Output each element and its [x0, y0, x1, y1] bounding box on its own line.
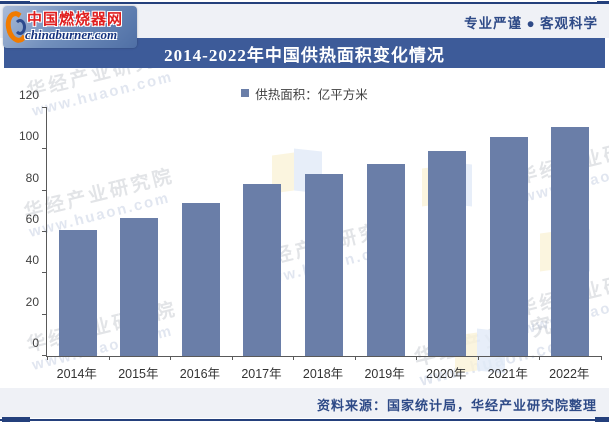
bar-2014年	[58, 229, 97, 356]
chart-title: 2014-2022年中国供热面积变化情况	[164, 45, 445, 65]
bar-2022年	[551, 126, 590, 356]
bar-2015年	[120, 217, 159, 356]
top-rule-right-cap	[597, 1, 609, 6]
y-tick-label: 40	[25, 253, 39, 268]
y-tick-label: 80	[25, 170, 39, 185]
bar-slot	[109, 108, 171, 356]
x-axis-label: 2022年	[549, 367, 590, 381]
source-note: 资料来源：国家统计局，华经产业研究院整理	[316, 398, 597, 413]
bar-slot	[478, 108, 540, 356]
y-tick	[42, 272, 47, 274]
bar-2020年	[428, 151, 467, 356]
x-tick	[170, 356, 172, 360]
bar-2019年	[366, 163, 405, 356]
bar-slot	[355, 108, 417, 356]
y-tick-label: 20	[25, 294, 39, 309]
y-tick-label: 120	[18, 88, 39, 102]
legend-label: 供热面积：亿平方米	[255, 87, 368, 102]
x-tick	[231, 356, 233, 360]
x-tick	[47, 356, 48, 360]
x-tick	[477, 356, 479, 360]
x-tick	[108, 356, 110, 360]
x-tick	[354, 356, 356, 360]
bottom-rule-left-cap	[2, 417, 30, 422]
bar-2017年	[243, 184, 282, 356]
y-tick-label: 100	[18, 129, 39, 144]
x-axis-label: 2015年	[118, 367, 159, 381]
legend-marker-icon	[241, 89, 250, 97]
y-tick-label: 60	[25, 212, 39, 226]
y-tick-label: 0	[32, 336, 39, 350]
bar-slot	[47, 108, 109, 356]
bar-slot	[232, 108, 294, 356]
top-rule	[0, 2, 609, 4]
bar-slot	[540, 108, 602, 356]
bar-2016年	[181, 203, 220, 356]
chart-area: 华经产业研究院 www.huaon.com 华经产业研究院 www.huaon.com…	[0, 68, 609, 388]
bar-slot	[293, 108, 355, 356]
y-tick	[42, 313, 47, 315]
chart-legend: 供热面积：亿平方米	[0, 85, 609, 102]
slogan-text: 专业严谨 ● 客观科学	[464, 16, 598, 31]
x-tick	[601, 356, 602, 360]
x-axis-label: 2014年	[56, 367, 97, 381]
x-axis-label: 2017年	[241, 367, 282, 381]
bar-2018年	[305, 174, 344, 356]
bar-slot	[416, 108, 478, 356]
logo-domain: chinaburner.com	[25, 27, 118, 42]
y-tick	[42, 355, 47, 356]
x-axis-label: 2020年	[426, 367, 467, 381]
plot-area: 0 20 40 60 80 100 120	[19, 88, 602, 360]
x-tick	[416, 356, 418, 360]
logo-brand-name: 中国燃烧器网	[27, 12, 124, 28]
y-tick	[42, 107, 47, 108]
x-axis-label: 2018年	[302, 367, 344, 381]
x-axis-label: 2016年	[179, 367, 221, 381]
y-tick	[42, 189, 47, 191]
y-tick	[42, 231, 47, 232]
x-axis-labels: 2014年 2015年 2016年 2017年 2018年 2019年 2020年 2021年…	[46, 363, 600, 382]
x-tick	[539, 356, 541, 360]
bar-slot	[170, 108, 232, 356]
x-axis-label: 2019年	[364, 367, 405, 381]
x-tick	[293, 356, 295, 360]
bottom-rule-right-cap	[595, 417, 609, 422]
bottom-rule	[0, 419, 609, 421]
site-logo[interactable]: 中国燃烧器网 chinaburner.com	[2, 6, 137, 48]
bar-2021年	[489, 136, 528, 356]
x-axis-label: 2021年	[487, 367, 528, 381]
burner-flame-icon	[2, 9, 32, 45]
footer-band: 资料来源：国家统计局，华经产业研究院整理	[0, 388, 609, 418]
y-tick	[42, 148, 47, 150]
top-rule-left-cap	[0, 1, 30, 6]
